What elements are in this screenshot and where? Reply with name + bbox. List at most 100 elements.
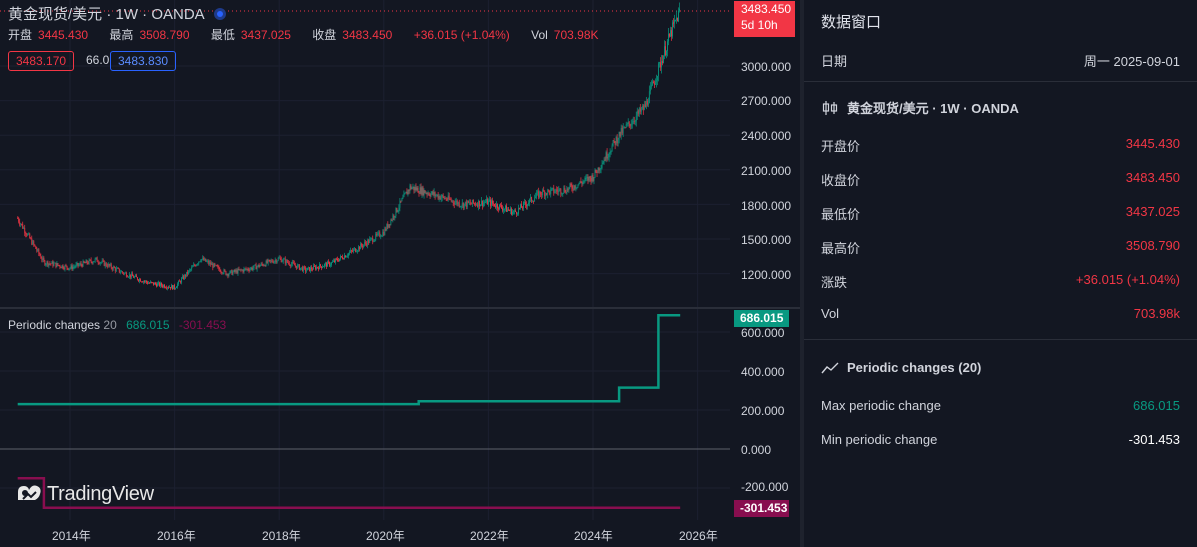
candle-body	[393, 215, 395, 218]
candle-body	[332, 261, 333, 263]
candle-body	[285, 259, 287, 264]
candle-body	[441, 195, 443, 198]
candle-body	[83, 261, 85, 263]
candle-body	[98, 262, 100, 264]
candle-body	[426, 193, 428, 195]
candle-body	[88, 259, 90, 264]
row-label: 收盘价	[821, 173, 861, 188]
ask-price-button[interactable]: 3483.830	[110, 51, 177, 71]
indicator-section-title[interactable]: Periodic changes (20)	[821, 360, 981, 375]
candle-body	[312, 265, 314, 270]
candle-body	[568, 187, 570, 191]
chart-canvas[interactable]	[0, 0, 800, 547]
candle-body	[109, 264, 111, 266]
candle-body	[398, 207, 400, 211]
candle-body	[247, 268, 249, 271]
candle-body	[449, 199, 451, 200]
candle-body	[496, 204, 497, 208]
candle-body	[106, 265, 108, 267]
candle-body	[146, 280, 147, 283]
candle-body	[329, 262, 330, 266]
candle-body	[206, 261, 208, 263]
candle-body	[351, 250, 353, 252]
candle-body	[17, 218, 19, 220]
candle-body	[403, 193, 405, 198]
candle-body	[274, 259, 276, 262]
candle-body	[163, 285, 164, 287]
candle-body	[469, 202, 471, 204]
candle-body	[141, 281, 142, 283]
vol-value: 703.98K	[553, 28, 599, 42]
candle-body	[28, 233, 30, 235]
candle-body	[679, 8, 680, 11]
candle-body	[323, 266, 324, 268]
candle-body	[446, 199, 448, 201]
candle-body	[72, 266, 74, 270]
candle-body	[468, 202, 470, 204]
candle-body	[275, 259, 277, 263]
candle-body	[591, 175, 593, 182]
candle-body	[288, 262, 290, 265]
candle-body	[559, 188, 561, 190]
candle-body	[645, 100, 647, 108]
open-value: 3445.430	[38, 28, 89, 42]
candle-body	[659, 62, 661, 68]
data-row-low: 最低价 3437.025	[821, 204, 1180, 223]
candle-body	[526, 204, 528, 207]
candle-body	[49, 263, 51, 265]
candle-body	[562, 192, 564, 194]
candle-body	[459, 206, 461, 208]
candle-body	[279, 257, 281, 259]
candle-body	[505, 205, 506, 209]
chart-area[interactable]: 黄金现货/美元 · 1W · OANDA 开盘 3445.430 最高 3508.7…	[0, 0, 800, 547]
candle-body	[272, 261, 274, 263]
candle-body	[516, 211, 517, 214]
candle-body	[592, 175, 594, 181]
candle-body	[638, 108, 640, 114]
indicator-legend[interactable]: Periodic changes 20 686.015 -301.453	[8, 318, 226, 332]
candle-body	[552, 187, 554, 189]
candle-body	[549, 190, 551, 195]
candle-body	[183, 276, 185, 280]
candle-body	[103, 260, 105, 266]
tradingview-logo[interactable]: TradingView	[14, 482, 154, 506]
candle-body	[51, 261, 53, 264]
candle-body	[165, 287, 166, 289]
candle-body	[22, 223, 24, 229]
candle-body	[112, 266, 114, 270]
candle-body	[569, 184, 571, 188]
candle-body	[201, 259, 203, 261]
time-axis-label: 2024年	[574, 529, 613, 543]
candle-body	[334, 260, 335, 263]
candle-body	[677, 17, 678, 22]
candle-body	[61, 265, 63, 268]
candle-body	[667, 41, 668, 51]
candle-body	[324, 264, 325, 267]
symbol-section-title[interactable]: 黄金现货/美元 · 1W · OANDA	[821, 98, 1019, 117]
candle-body	[572, 188, 574, 190]
candle-body	[278, 257, 280, 259]
candle-body	[187, 271, 189, 274]
symbol-title[interactable]: 黄金现货/美元 · 1W · OANDA	[8, 3, 227, 24]
candle-body	[35, 245, 37, 249]
candle-body	[356, 251, 358, 253]
low-value: 3437.025	[240, 28, 291, 42]
candle-body	[620, 128, 622, 137]
candle-body	[565, 192, 567, 194]
candle-body	[554, 191, 556, 193]
candle-body	[386, 224, 388, 231]
candle-body	[123, 272, 125, 274]
candle-body	[45, 264, 47, 265]
candle-body	[107, 264, 109, 267]
candle-body	[202, 257, 204, 260]
candle-body	[606, 152, 608, 159]
candle-body	[96, 257, 98, 262]
candle-body	[596, 172, 598, 174]
bid-price-button[interactable]: 3483.170	[8, 51, 75, 71]
candle-body	[445, 198, 447, 200]
indicator-axis-label: 200.000	[741, 404, 785, 418]
candle-body	[338, 260, 339, 262]
panel-divider[interactable]	[800, 0, 804, 547]
candle-body	[528, 202, 530, 205]
candle-body	[239, 269, 241, 271]
